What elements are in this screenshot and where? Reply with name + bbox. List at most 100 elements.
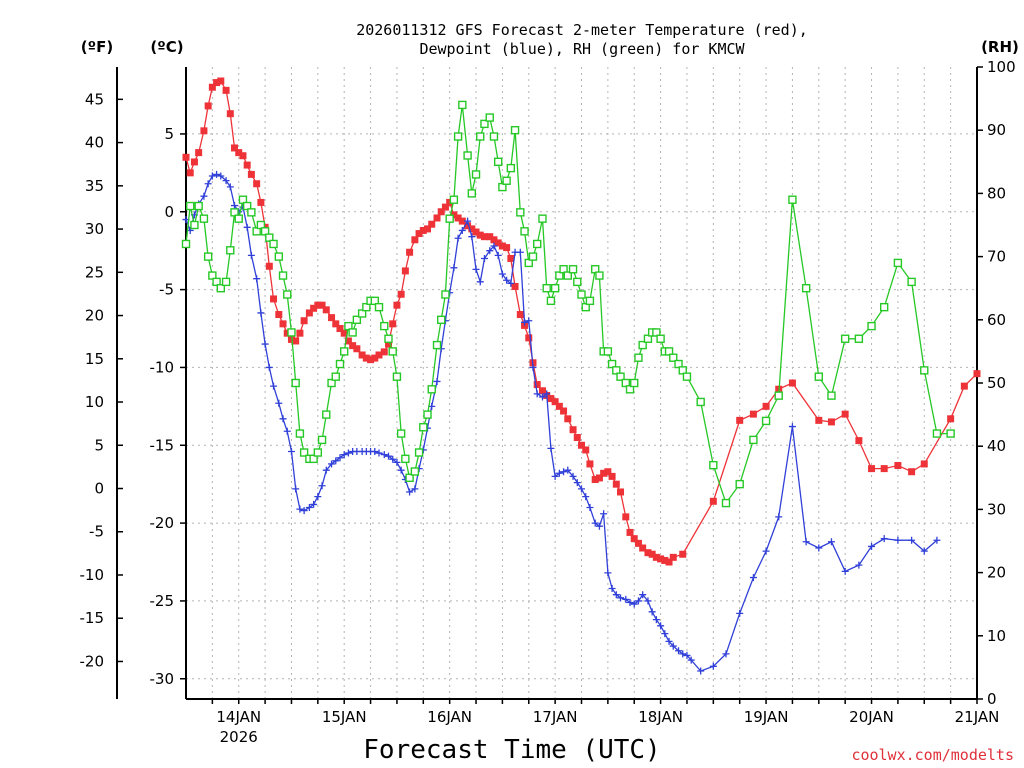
dewpoint-point — [788, 423, 796, 431]
temperature-point — [217, 77, 225, 85]
rh-point — [485, 113, 494, 122]
rh-tick-label: 70 — [987, 248, 1006, 266]
dewpoint-point — [573, 479, 581, 487]
rh-point — [445, 214, 454, 223]
rh-point — [212, 277, 221, 287]
dewpoint-point — [586, 504, 594, 512]
dewpoint-point — [697, 667, 705, 675]
rh-point — [374, 302, 384, 312]
temperature-point — [275, 311, 283, 319]
temperature-point — [300, 317, 308, 325]
dewpoint-point — [217, 172, 225, 180]
dewpoint-point — [476, 278, 484, 286]
temperature-point — [332, 320, 340, 328]
rh-point — [260, 227, 270, 236]
rh-tick-label: 20 — [987, 564, 1006, 582]
temperature-point — [384, 340, 392, 348]
time-tick-label: 15JAN — [322, 708, 367, 726]
dewpoint-point — [314, 493, 322, 501]
rh-point — [384, 334, 393, 343]
rh-point — [682, 372, 692, 381]
dewpoint-point — [762, 547, 770, 555]
temperature-point — [612, 480, 620, 488]
temperature-point — [433, 214, 441, 222]
celsius-tick-label: -5 — [159, 281, 174, 299]
rh-point — [674, 359, 683, 369]
dewpoint-point — [749, 574, 757, 582]
dewpoint-point — [827, 538, 835, 546]
rh-point — [396, 429, 406, 438]
temperature-point — [243, 161, 251, 169]
temperature-point — [573, 433, 581, 441]
dewpoint-point — [200, 192, 208, 200]
rh-line — [185, 104, 951, 505]
rh-unit-label: (RH) — [981, 38, 1019, 56]
rh-point — [591, 265, 600, 274]
rh-point — [352, 315, 362, 324]
temperature-point — [358, 351, 366, 359]
rh-point — [299, 448, 309, 457]
dewpoint-point — [604, 569, 612, 577]
fahrenheit-tick-label: 15 — [85, 350, 104, 368]
dewpoint-point — [634, 597, 642, 605]
fahrenheit-tick-label: -15 — [80, 609, 105, 627]
temperature-point — [665, 558, 673, 566]
dewpoint-point — [397, 466, 405, 474]
rh-point — [510, 125, 520, 135]
temperature-point — [305, 309, 313, 317]
rh-point — [405, 473, 414, 482]
temperature-point — [947, 415, 955, 423]
rh-point — [291, 378, 300, 388]
celsius-tick-label: -30 — [150, 670, 175, 688]
dewpoint-point — [310, 500, 318, 508]
temperature-point — [657, 555, 665, 563]
fahrenheit-tick-label: 5 — [94, 436, 104, 454]
dewpoint-point — [920, 547, 928, 555]
temperature-point — [578, 441, 585, 449]
temperature-point — [208, 83, 216, 91]
dewpoint-point — [450, 264, 458, 272]
dewpoint-point — [411, 485, 419, 493]
rh-point — [761, 416, 771, 426]
temperature-point — [375, 351, 383, 359]
temperature-point — [855, 437, 863, 445]
dewpoint-point — [384, 452, 392, 460]
dewpoint-point — [322, 466, 330, 474]
dewpoint-point — [204, 180, 212, 188]
dewpoint-point — [247, 251, 255, 259]
rh-point — [920, 366, 929, 375]
rh-point — [827, 391, 836, 400]
dewpoint-point — [533, 390, 541, 398]
rh-point — [441, 290, 450, 299]
dewpoint-point — [815, 544, 823, 552]
rh-point — [362, 302, 371, 312]
rh-point — [621, 378, 630, 388]
temperature-point — [411, 236, 419, 244]
temperature-point — [437, 208, 445, 216]
fahrenheit-tick-label: -10 — [80, 566, 105, 584]
temperature-point — [494, 239, 502, 247]
dewpoint-point — [652, 616, 660, 624]
temperature-point — [340, 329, 348, 337]
rh-point — [287, 328, 296, 337]
time-tick-sublabel: 2026 — [220, 728, 258, 746]
temperature-point — [604, 468, 612, 476]
dewpoint-point — [595, 522, 603, 530]
temperature-point — [973, 370, 981, 378]
rh-point — [216, 284, 226, 293]
gridlines — [186, 67, 978, 699]
dewpoint-point — [389, 455, 397, 463]
rh-point — [190, 220, 199, 230]
rh-point — [520, 227, 529, 236]
dewpoint-point — [675, 647, 683, 655]
dewpoint-point — [275, 399, 283, 407]
temperature-point — [371, 354, 379, 362]
rh-point — [788, 195, 797, 204]
rh-point — [932, 429, 942, 438]
rh-point — [181, 239, 191, 249]
rh-point — [327, 378, 336, 388]
rh-point — [493, 157, 503, 167]
rh-tick-label: 10 — [987, 627, 1006, 645]
rh-point — [432, 340, 442, 350]
dewpoint-point — [529, 363, 537, 371]
